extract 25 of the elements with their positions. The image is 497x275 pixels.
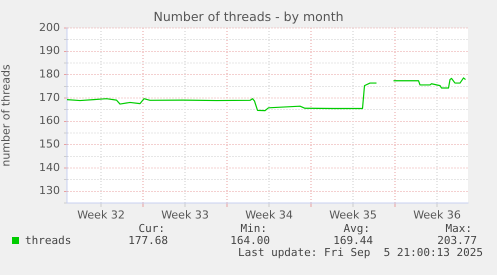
text: Last update: Fri Sep 5 21:00:13 2025 [238, 246, 483, 259]
y-tick-label: 160 [39, 114, 60, 128]
x-tick-label: Week 34 [245, 208, 293, 222]
text: Avg: [344, 222, 370, 235]
chart-title: Number of threads - by month [153, 9, 344, 24]
text: 169.44 [333, 234, 373, 247]
x-tick-label: Week 33 [161, 208, 209, 222]
y-tick-label: 180 [39, 68, 60, 81]
y-tick-label: 150 [39, 138, 60, 151]
y-tick-label: 140 [39, 160, 60, 174]
y-axis-title: number of threads [0, 64, 12, 167]
text: 177.68 [128, 234, 168, 247]
text: Max: [446, 222, 472, 235]
x-tick-label: Week 35 [329, 208, 377, 222]
legend-label: threads [24, 234, 72, 247]
x-tick-label: Week 36 [413, 208, 461, 222]
text: Min: [240, 222, 267, 235]
y-tick-label: 130 [39, 184, 60, 198]
x-tick-label: Week 32 [77, 208, 125, 222]
y-tick-label: 200 [39, 20, 60, 34]
text: 203.77 [437, 234, 477, 247]
y-tick-label: 170 [39, 90, 60, 104]
text: Cur: [138, 222, 165, 235]
text: 164.00 [230, 234, 270, 247]
y-tick-label: 190 [39, 44, 60, 58]
